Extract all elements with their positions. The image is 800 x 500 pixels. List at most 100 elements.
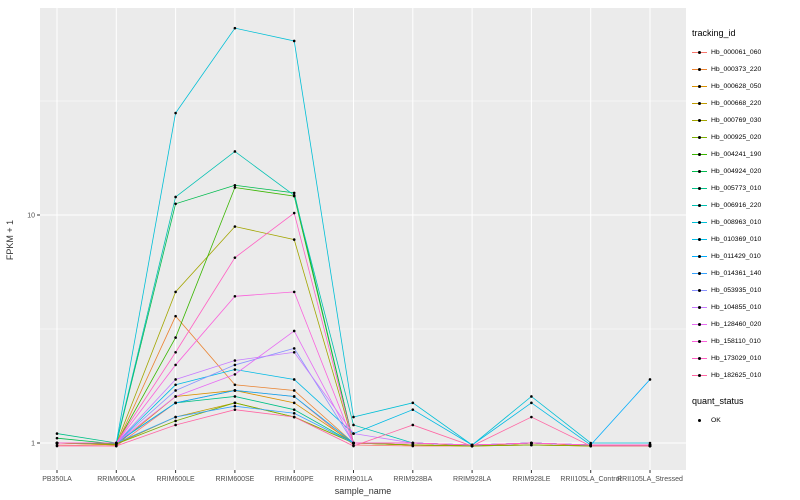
legend-key-icon	[692, 114, 707, 127]
legend-key-icon	[692, 250, 707, 263]
legend-entry-Hb_053935_010: Hb_053935_010	[692, 282, 798, 299]
data-point	[174, 383, 177, 387]
legend: tracking_id Hb_000061_060 Hb_000373_220 Hb…	[692, 28, 798, 429]
legend-key-icon	[692, 216, 707, 229]
legend-entry-label: Hb_011429_010	[711, 253, 761, 260]
data-point	[233, 401, 237, 405]
data-point	[174, 111, 177, 115]
data-point	[233, 389, 237, 392]
data-point	[55, 441, 59, 445]
data-point	[233, 26, 237, 30]
data-point	[174, 202, 177, 206]
legend-entry-Hb_004241_190: Hb_004241_190	[692, 146, 798, 163]
data-point	[233, 395, 237, 398]
legend-key-icon	[692, 199, 707, 212]
legend-entry-Hb_182625_010: Hb_182625_010	[692, 367, 798, 384]
legend-entry-Hb_000373_220: Hb_000373_220	[692, 61, 798, 78]
legend-title: tracking_id	[692, 28, 736, 38]
legend-entry-Hb_006916_220: Hb_006916_220	[692, 197, 798, 214]
legend-entry-Hb_011429_010: Hb_011429_010	[692, 248, 798, 265]
legend-entry-label: Hb_005773_010	[711, 185, 762, 192]
data-point	[55, 432, 59, 435]
data-point	[233, 368, 237, 371]
legend-key-icon	[692, 233, 707, 246]
data-point	[292, 238, 296, 241]
data-point	[292, 408, 296, 411]
legend-entry-Hb_000628_050: Hb_000628_050	[692, 78, 798, 95]
data-point	[292, 290, 296, 294]
data-point	[352, 441, 355, 445]
data-point	[292, 329, 296, 333]
legend-entry-Hb_104855_010: Hb_104855_010	[692, 299, 798, 316]
legend-key-icon	[692, 46, 707, 59]
legend-key-icon	[692, 97, 707, 110]
data-point	[530, 443, 533, 447]
data-point	[55, 436, 59, 440]
data-point	[233, 186, 237, 189]
legend-key-icon	[692, 165, 707, 178]
data-point	[233, 373, 237, 376]
data-point	[530, 415, 533, 419]
legend-entry-label: Hb_008963_010	[711, 219, 762, 226]
legend-entries: Hb_000061_060 Hb_000373_220 Hb_000628_050 H…	[692, 44, 798, 384]
data-point	[174, 389, 177, 392]
x-tick-label: PB350LA	[42, 476, 72, 483]
y-tick-label: 10	[27, 213, 35, 220]
data-point	[174, 395, 177, 398]
legend-entry-label: Hb_000769_030	[711, 117, 762, 124]
data-point	[55, 444, 59, 448]
data-point	[233, 383, 237, 387]
x-tick-label: RRIM600PE	[275, 476, 314, 483]
data-point	[589, 444, 592, 448]
data-point	[411, 441, 415, 445]
legend-entry-label: Hb_173029_010	[711, 355, 762, 362]
data-point	[233, 408, 237, 411]
data-point	[648, 441, 652, 445]
x-tick-label: RRIM901LA	[334, 476, 372, 483]
legend-key-icon	[692, 131, 707, 144]
data-point	[115, 444, 118, 448]
legend-entry-Hb_158110_010: Hb_158110_010	[692, 333, 798, 350]
legend-entry-Hb_014361_140: Hb_014361_140	[692, 265, 798, 282]
data-point	[174, 415, 177, 419]
legend-entry-Hb_008963_010: Hb_008963_010	[692, 214, 798, 231]
data-point	[292, 211, 296, 215]
x-tick-label: RRIM600LA	[97, 476, 135, 483]
legend-entry-Hb_128460_020: Hb_128460_020	[692, 316, 798, 333]
data-point	[292, 415, 296, 419]
data-point	[292, 389, 296, 392]
data-point	[233, 359, 237, 362]
legend-entry-label: Hb_004924_020	[711, 168, 762, 175]
data-point	[292, 191, 296, 195]
legend-key-icon	[692, 301, 707, 314]
data-point	[174, 336, 177, 339]
x-tick-label: RRIM928LE	[512, 476, 550, 483]
legend-entry-label: Hb_006916_220	[711, 202, 762, 209]
y-tick-label: 1	[31, 441, 35, 448]
data-point	[530, 441, 533, 445]
legend-entry-label: Hb_182625_010	[711, 372, 762, 379]
legend-entry-label: Hb_128460_020	[711, 321, 762, 328]
legend-key-icon	[692, 148, 707, 161]
data-point	[292, 194, 296, 197]
data-point	[233, 404, 237, 408]
data-point	[352, 423, 355, 427]
legend-key-icon	[692, 318, 707, 331]
legend-entry-label: Hb_004241_190	[711, 151, 762, 158]
data-point	[233, 183, 237, 187]
data-point	[233, 363, 237, 367]
x-tick-label: RRIM928LA	[453, 476, 491, 483]
data-point	[352, 415, 355, 419]
data-point	[174, 290, 177, 294]
legend-entry-label: Hb_158110_010	[711, 338, 761, 345]
legend-entry-label: Hb_053935_010	[711, 287, 762, 294]
legend-key-icon	[692, 80, 707, 93]
legend-key-icon	[692, 182, 707, 195]
data-point	[411, 443, 415, 447]
y-axis-title: FPKM + 1	[5, 220, 15, 260]
x-tick-label: RRII105LA_Stressed	[617, 476, 683, 483]
legend-entry-label: Hb_000668_220	[711, 100, 762, 107]
quant-legend-entry: OK	[692, 412, 798, 429]
legend-key-icon	[692, 63, 707, 76]
